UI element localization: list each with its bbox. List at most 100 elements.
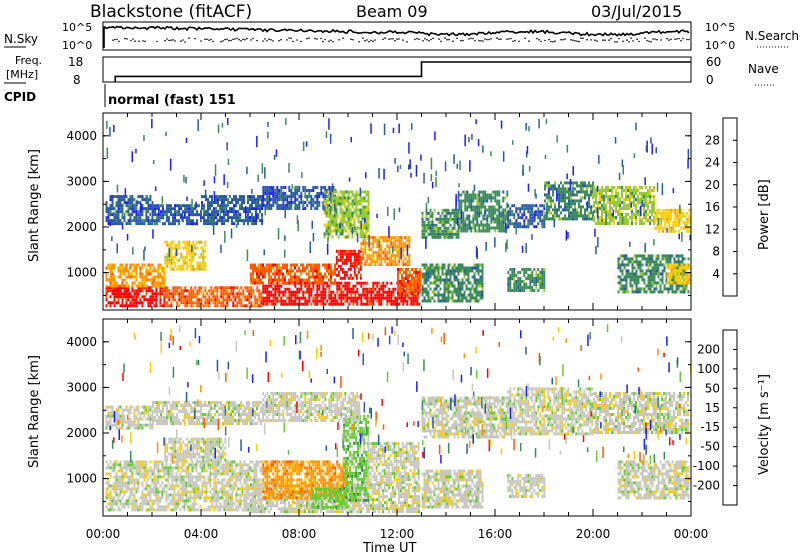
power-cell (605, 189, 607, 192)
power-cell (651, 278, 654, 282)
power-cell (507, 213, 510, 217)
power-cell (143, 207, 146, 211)
power-cell (435, 229, 438, 233)
power-cell (681, 287, 684, 291)
power-cell (631, 260, 634, 264)
power-cell (129, 204, 132, 208)
power-cell (517, 216, 520, 220)
power-cell (294, 207, 297, 210)
power-cell (425, 290, 428, 294)
power-cell (498, 220, 501, 224)
nsearch-point (396, 38, 398, 40)
power-cell (675, 254, 678, 258)
power-cell (380, 263, 383, 267)
power-cell (680, 269, 683, 273)
power-cell (490, 226, 493, 230)
power-cell (178, 267, 181, 271)
power-cell (478, 223, 481, 227)
power-cell (437, 226, 440, 230)
power-cell (119, 304, 122, 308)
power-cell (427, 275, 430, 279)
power-cell (364, 251, 367, 255)
power-cell (629, 201, 631, 204)
power-cell (566, 205, 568, 209)
power-cell (204, 264, 207, 268)
power-cell (453, 290, 456, 294)
power-cell (286, 287, 289, 291)
power-cell (302, 186, 305, 189)
power-cell (166, 240, 169, 244)
power-cell (517, 277, 520, 280)
power-cell (407, 289, 409, 292)
power-cell (241, 198, 243, 202)
power-cell (568, 187, 570, 191)
power-cell (159, 298, 162, 302)
power-cell (427, 293, 430, 297)
power-cell (200, 286, 203, 290)
power-cell (447, 278, 450, 282)
power-cell (172, 258, 175, 262)
power-cell (109, 275, 112, 279)
power-cell (176, 204, 178, 208)
power-cell (316, 192, 319, 195)
power-cell (188, 298, 191, 302)
power-cell (223, 201, 225, 205)
power-cell (332, 302, 335, 306)
power-cell (392, 293, 395, 297)
power-cell (337, 264, 340, 268)
power-cell (414, 299, 417, 303)
power-cell (492, 211, 495, 215)
power-cell (451, 211, 454, 215)
power-cell (588, 184, 590, 188)
power-cell (312, 269, 314, 273)
power-cell (408, 263, 411, 267)
power-cell (533, 204, 536, 208)
power-cell (127, 222, 130, 226)
power-cell (115, 210, 118, 214)
power-cell (670, 263, 673, 267)
power-cell (229, 210, 231, 214)
power-cell (322, 263, 324, 267)
power-echo (245, 205, 247, 218)
power-cell (476, 196, 479, 200)
power-cell (470, 205, 473, 209)
power-cell (280, 296, 283, 300)
power-cell (572, 199, 574, 203)
nsearch-point (266, 40, 268, 42)
power-cell (248, 289, 251, 293)
power-cell (192, 289, 195, 293)
power-cell (504, 220, 507, 224)
power-cell (623, 198, 625, 201)
power-cell (533, 277, 536, 280)
nsearch-point (286, 39, 288, 41)
nsearch-point (172, 39, 174, 41)
power-cell (347, 199, 350, 203)
power-cell (676, 214, 679, 218)
power-cell (429, 296, 432, 300)
nsearch-point (174, 40, 176, 42)
power-cell (459, 266, 462, 270)
power-cell (611, 189, 613, 192)
power-cell (327, 220, 330, 224)
power-cell (502, 229, 505, 233)
power-cell (129, 198, 132, 202)
power-cell (147, 201, 150, 205)
power-cell (408, 236, 411, 240)
power-cell (655, 257, 658, 261)
power-cell (318, 192, 321, 195)
power-cell (306, 266, 308, 270)
power-cell (539, 277, 542, 280)
power-cell (168, 219, 170, 223)
power-cell (475, 290, 478, 294)
power-cell (350, 293, 353, 297)
power-cell (310, 201, 313, 204)
power-cell (215, 213, 217, 217)
nsearch-point (308, 37, 310, 39)
power-cell (304, 302, 307, 306)
power-cell (527, 204, 530, 208)
power-cell (145, 216, 148, 220)
power-cell (333, 226, 336, 230)
power-cell (617, 263, 620, 267)
power-cell (249, 204, 251, 208)
power-cell (443, 214, 446, 218)
